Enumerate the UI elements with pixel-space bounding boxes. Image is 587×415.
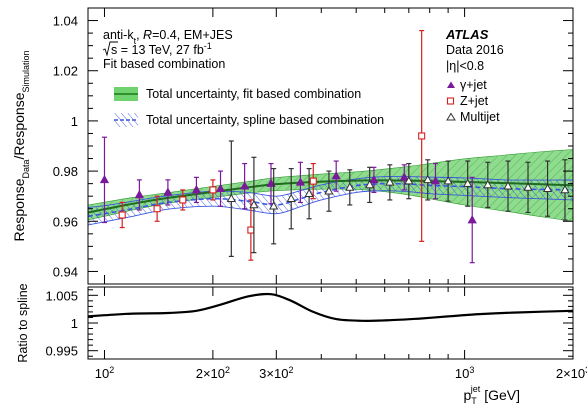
x-axis-label: pTjet [GeV] — [464, 384, 521, 406]
ratio-y-tick-label: 1.005 — [45, 288, 78, 303]
y-tick-label: 1.04 — [53, 14, 78, 29]
ratio-curve — [88, 292, 573, 322]
data-point-gamma-jet — [99, 174, 110, 184]
data-point-gamma-jet — [467, 214, 477, 224]
annotation-jet-algorithm: anti-kt, R=0.4, EM+JES — [103, 28, 233, 46]
legend-z-jet-marker — [446, 97, 455, 105]
data-point-z-jet — [418, 132, 426, 140]
x-tick-label: 3×102 — [259, 365, 293, 381]
data-point-gamma-jet — [331, 171, 341, 180]
annotation-energy-lumi: s = 13 TeV, 27 fb-1 — [111, 41, 212, 57]
data-point-gamma-jet — [134, 189, 145, 199]
ratio-panel: 102 2×102 3×102 103 2×103 0.995 1 1.005 Ratio t… — [16, 283, 587, 381]
legend-gamma-jet-marker — [447, 81, 455, 88]
eta-cut-label: |η|<0.8 — [446, 59, 484, 73]
y-tick-label: 0.96 — [53, 214, 78, 229]
data-point-z-jet — [209, 186, 217, 194]
data-point-gamma-jet — [215, 183, 226, 192]
legend-markers: γ+jet Z+jet Multijet — [446, 78, 500, 124]
x-tick-label: 102 — [95, 365, 114, 381]
annotation-left: anti-kt, R=0.4, EM+JES s = 13 TeV, 27 fb… — [102, 28, 233, 71]
legend-fit-band-label: Total uncertainty, fit based combination — [146, 87, 361, 101]
sqrt-sign — [102, 41, 118, 57]
fit-center-line — [88, 179, 573, 214]
data-point-z-jet — [309, 177, 317, 185]
main-panel: 0.94 0.96 0.98 1 1.02 1.04 anti-kt, R=0.4, EM… — [11, 7, 574, 285]
data-point-multijet — [365, 179, 375, 189]
experiment-label: ATLAS — [445, 27, 489, 42]
data-point-z-jet — [179, 196, 187, 204]
legend-spline-band-label: Total uncertainty, spline based combinat… — [146, 113, 384, 127]
y-tick-label: 1.02 — [53, 64, 78, 79]
x-tick-label: 103 — [455, 365, 474, 381]
y-tick-label: 1 — [71, 114, 78, 129]
data-point-multijet — [423, 174, 433, 184]
data-point-multijet — [249, 199, 259, 209]
legend-gamma-jet-label: γ+jet — [460, 78, 487, 92]
data-point-gamma-jet — [369, 174, 379, 184]
data-point-multijet — [226, 193, 236, 202]
data-point-multijet — [269, 201, 279, 210]
data-point-gamma-jet — [430, 176, 441, 185]
data-point-multijet — [304, 188, 314, 197]
annotation-method: Fit based combination — [103, 57, 225, 71]
data-point-gamma-jet — [295, 177, 306, 186]
data-point-multijet — [483, 179, 493, 189]
data-point-gamma-jet — [239, 181, 250, 190]
data-point-multijet — [385, 177, 395, 186]
dataset-label: Data 2016 — [446, 43, 504, 57]
x-tick-label: 2×103 — [556, 365, 587, 381]
data-point-gamma-jet — [266, 178, 276, 187]
data-point-multijet — [286, 193, 296, 202]
ratio-y-tick-label: 1 — [71, 316, 78, 331]
legend-multijet-marker — [446, 112, 456, 121]
y-tick-label: 0.94 — [53, 264, 78, 279]
data-point-multijet — [443, 176, 453, 185]
legend-z-jet-label: Z+jet — [460, 94, 489, 108]
data-point-gamma-jet — [399, 172, 409, 181]
legend-bands: Total uncertainty, fit based combination… — [114, 87, 384, 127]
data-point-multijet — [345, 182, 355, 191]
data-point-z-jet — [247, 226, 255, 234]
ratio-y-tick-label: 0.995 — [45, 344, 78, 359]
data-point-multijet — [324, 186, 334, 195]
data-point-multijet — [404, 176, 414, 185]
spline-center-line — [88, 182, 573, 218]
legend-multijet-label: Multijet — [460, 110, 500, 124]
data-point-gamma-jet — [191, 184, 202, 194]
data-point-z-jet — [153, 205, 161, 213]
data-point-multijet — [523, 182, 533, 191]
data-point-multijet — [503, 181, 513, 190]
data-point-multijet — [463, 178, 473, 187]
ratio-frame — [87, 286, 574, 360]
data-point-gamma-jet — [163, 187, 173, 196]
y-axis-label: ResponseData/ResponseSimulation — [11, 50, 31, 241]
data-point-z-jet — [118, 211, 126, 219]
ratio-y-axis-label: Ratio to spline — [16, 283, 30, 362]
y-tick-label: 0.98 — [53, 164, 78, 179]
data-point-multijet — [560, 184, 570, 194]
annotation-right: ATLAS Data 2016 |η|<0.8 — [445, 27, 504, 73]
data-point-multijet — [542, 183, 553, 192]
x-tick-label: 2×102 — [196, 365, 230, 381]
